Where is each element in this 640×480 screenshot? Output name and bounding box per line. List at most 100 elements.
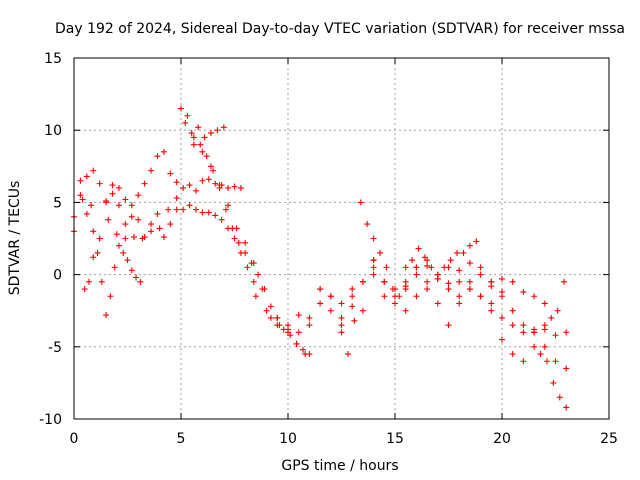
data-point [537,351,544,358]
data-point [197,141,204,148]
data-point [488,278,495,285]
series-sat-n [531,343,570,411]
data-point [154,210,161,217]
data-point [115,202,122,209]
data-point [130,234,137,241]
data-point [210,167,217,174]
data-point [306,351,313,358]
data-point [357,199,364,206]
data-point [424,262,431,269]
data-point [122,221,129,228]
data-point [563,365,570,372]
data-point [184,112,191,119]
data-point [133,274,140,281]
y-tick-label: 10 [44,123,62,139]
data-point [135,216,142,223]
data-point [103,312,110,319]
plot-frame [73,57,610,420]
data-point [338,314,345,321]
data-point [205,209,212,216]
data-point [338,329,345,336]
data-point [88,202,95,209]
data-point [137,278,144,285]
data-point [344,351,351,358]
x-tick-label: 20 [493,431,511,447]
data-point [103,199,110,206]
data-point [180,206,187,213]
data-point [128,267,135,274]
data-point [466,260,473,267]
data-point [499,314,505,321]
data-point [413,293,420,300]
data-point [364,221,371,228]
data-point [473,238,480,245]
data-point [218,216,225,223]
data-point [79,196,86,203]
data-point [109,182,116,189]
y-tick-label: -5 [48,340,62,356]
series-sat-e [178,105,313,358]
data-point [456,300,463,307]
x-axis-label: GPS time / hours [281,458,398,474]
data-point [231,183,238,190]
data-point [287,332,294,339]
data-point [122,235,129,242]
data-point [434,271,441,278]
data-point [381,293,388,300]
data-point [359,307,366,314]
data-point [563,404,570,411]
data-point [167,221,174,228]
data-point [94,249,101,256]
data-point [370,271,377,278]
data-point [81,286,88,293]
data-point [285,326,291,333]
data-point [338,300,345,307]
data-point [220,124,227,131]
y-tick-label: -10 [39,412,62,428]
data-point [415,245,422,252]
data-point [214,127,221,134]
data-point [229,225,236,232]
series-sat-m [488,275,568,321]
data-point [563,329,570,336]
data-point [85,278,92,285]
data-point [454,249,461,256]
data-point [338,322,345,329]
data-point [205,176,212,183]
data-point [242,239,249,246]
data-point [122,196,129,203]
data-point [207,163,214,170]
x-tick-label: 10 [279,431,297,447]
data-point [77,177,84,184]
grid [74,58,609,419]
y-tick-label: 0 [53,268,62,284]
data-point [541,343,548,350]
data-point [173,195,180,202]
data-point [392,300,398,307]
data-point [349,293,356,300]
data-points [71,105,570,411]
data-point [413,264,420,271]
data-point [98,278,105,285]
data-point [550,379,557,386]
data-point [295,312,302,319]
series-sat-l [402,286,570,372]
data-point [135,192,142,199]
data-point [499,288,505,295]
data-point [445,280,452,287]
data-point [222,206,229,213]
data-point [124,257,131,264]
data-point [274,314,281,321]
data-point [173,179,180,186]
data-point [120,249,127,256]
series-sat-k [370,235,480,300]
data-point [456,293,463,300]
data-point [447,257,454,264]
data-point [186,182,193,189]
data-point [554,307,561,314]
data-point [327,307,334,314]
data-point [445,322,452,329]
data-point [190,141,197,148]
data-point [225,202,232,209]
